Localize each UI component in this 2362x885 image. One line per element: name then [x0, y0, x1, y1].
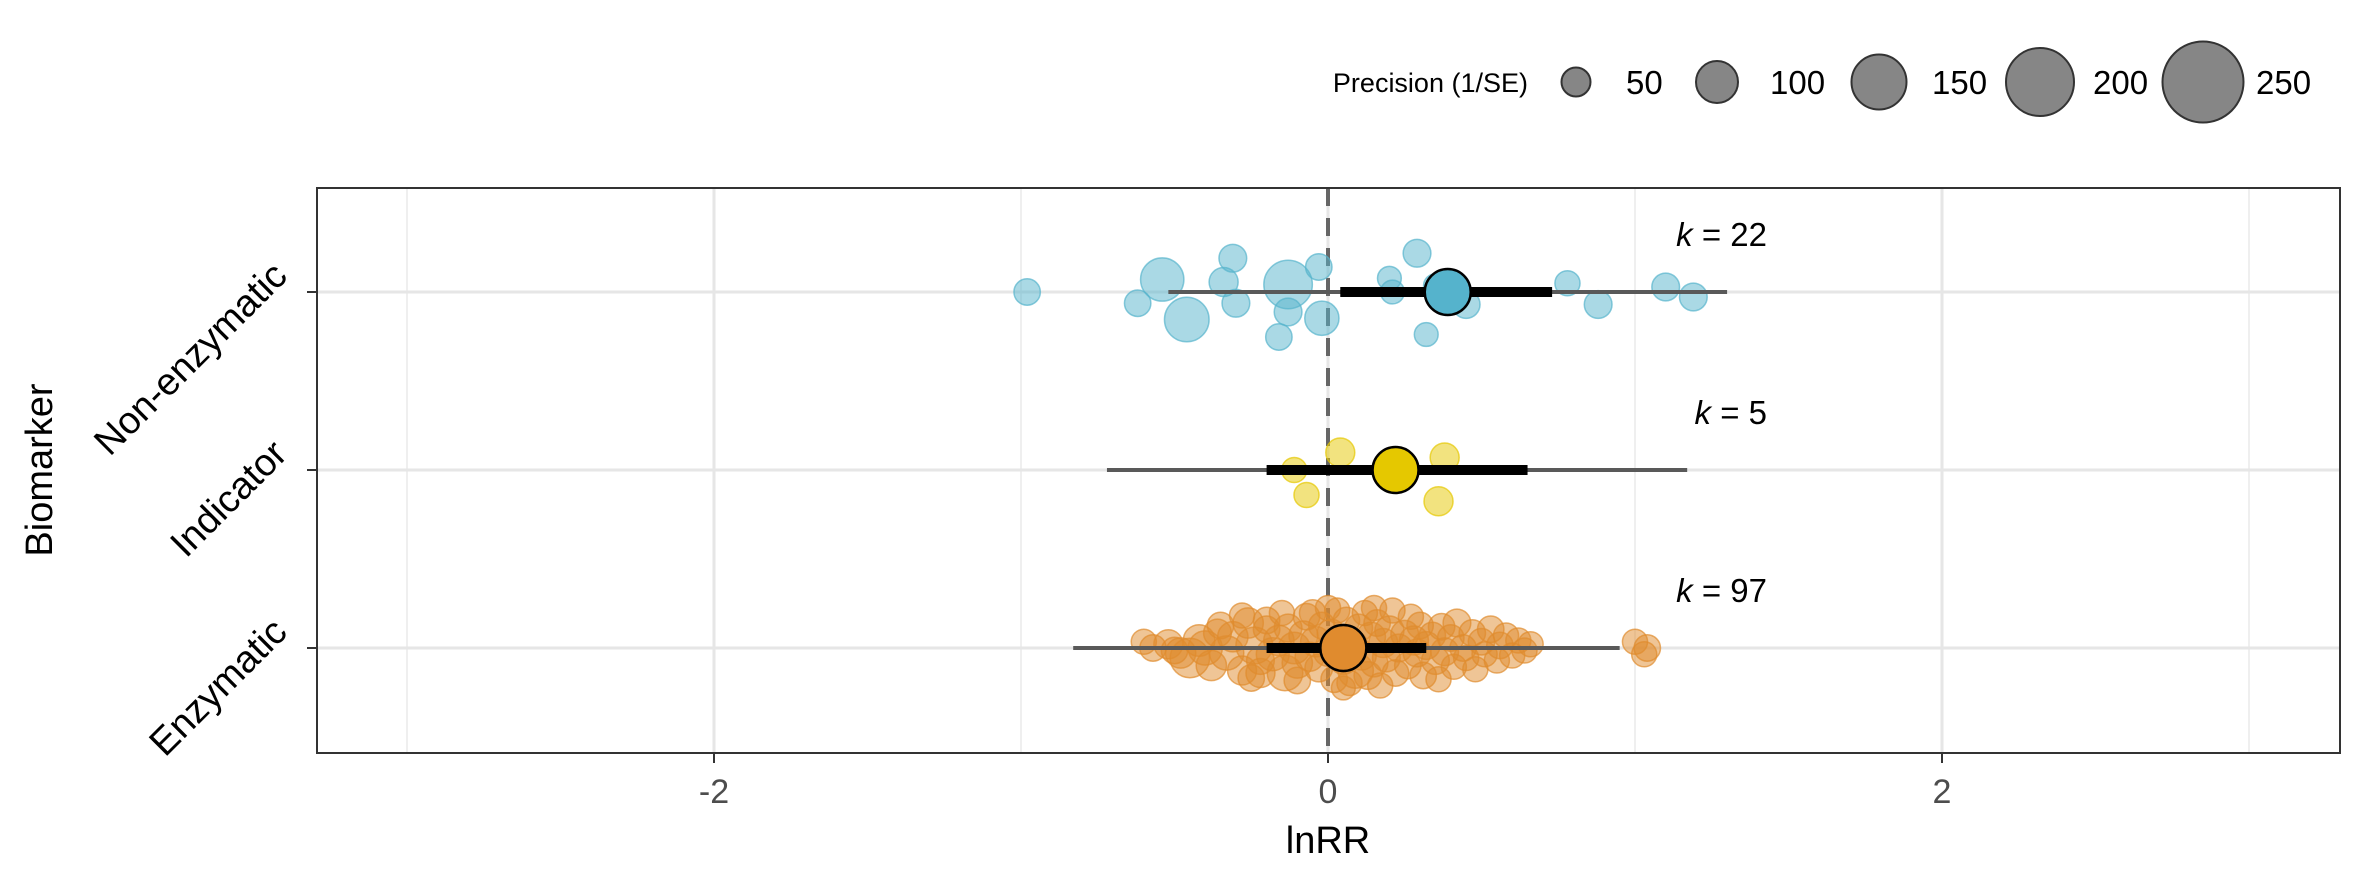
effect-size-point: [1283, 666, 1312, 695]
legend-label: 100: [1770, 64, 1825, 101]
y-axis-title: Biomarker: [19, 383, 61, 556]
effect-size-point: [1013, 278, 1042, 306]
legend-size-key: [2005, 47, 2075, 117]
effect-size-point: [1651, 272, 1681, 302]
legend-label: 200: [2093, 64, 2148, 101]
effect-size-point: [1139, 257, 1185, 302]
effect-size-point: [1268, 599, 1296, 627]
legend: Precision (1/SE) 50 100 150 200 250: [1333, 40, 2311, 124]
x-tick-label: -2: [699, 773, 729, 811]
k-label: k = 97: [1676, 572, 1767, 609]
effect-size-point: [1678, 282, 1708, 312]
effect-size-point: [1304, 300, 1340, 337]
legend-size-key: [1560, 66, 1592, 98]
effect-size-point: [1123, 289, 1152, 318]
group-non-enzymatic: k = 22: [1013, 216, 1767, 351]
effect-size-point: [1633, 634, 1662, 662]
effect-size-point: [1397, 603, 1425, 631]
effect-size-point: [1314, 594, 1342, 622]
legend-label: 150: [1932, 64, 1987, 101]
effect-size-point: [1425, 665, 1452, 693]
mean-estimate: [1319, 623, 1368, 673]
legend-size-key: [1850, 53, 1908, 111]
legend-size-key: [1695, 60, 1739, 104]
effect-size-point: [1517, 630, 1544, 658]
k-label: k = 22: [1676, 216, 1767, 253]
effect-size-point: [1160, 636, 1189, 665]
effect-size-point: [1293, 481, 1320, 509]
effect-size-point: [1130, 628, 1158, 656]
effect-size-point: [1263, 259, 1314, 310]
effect-size-point: [1413, 321, 1439, 348]
effect-size-point: [1218, 243, 1248, 273]
k-label: k = 5: [1695, 394, 1767, 431]
effect-size-point: [1423, 486, 1454, 517]
x-tick-label: 2: [1933, 773, 1952, 811]
legend-title: Precision (1/SE): [1333, 68, 1528, 98]
effect-size-point: [1554, 269, 1581, 297]
y-tick-label: Indicator: [163, 432, 296, 565]
group-indicator: k = 5: [1106, 394, 1767, 517]
x-tick-label: 0: [1319, 773, 1338, 811]
x-axis-title: lnRR: [1286, 820, 1370, 862]
effect-size-point: [1330, 675, 1356, 701]
effect-size-point: [1163, 296, 1210, 343]
effect-size-point: [1228, 602, 1256, 629]
effect-size-point: [1325, 437, 1356, 468]
y-tick-label: Enzymatic: [142, 611, 296, 765]
legend-label: 250: [2256, 64, 2311, 101]
mean-estimate: [1423, 267, 1472, 317]
effect-size-point: [1221, 288, 1251, 318]
effect-size-point: [1245, 657, 1276, 689]
effect-size-point: [1360, 594, 1388, 622]
legend-label: 50: [1626, 64, 1663, 101]
effect-size-point: [1304, 253, 1333, 281]
legend-size-key: [2161, 40, 2245, 124]
group-enzymatic: k = 97: [1073, 572, 1767, 701]
effect-size-point: [1583, 289, 1613, 320]
effect-size-point: [1264, 323, 1293, 351]
y-tick-label: Non-enzymatic: [86, 255, 295, 464]
effect-size-point: [1402, 238, 1432, 268]
mean-estimate: [1371, 445, 1420, 495]
